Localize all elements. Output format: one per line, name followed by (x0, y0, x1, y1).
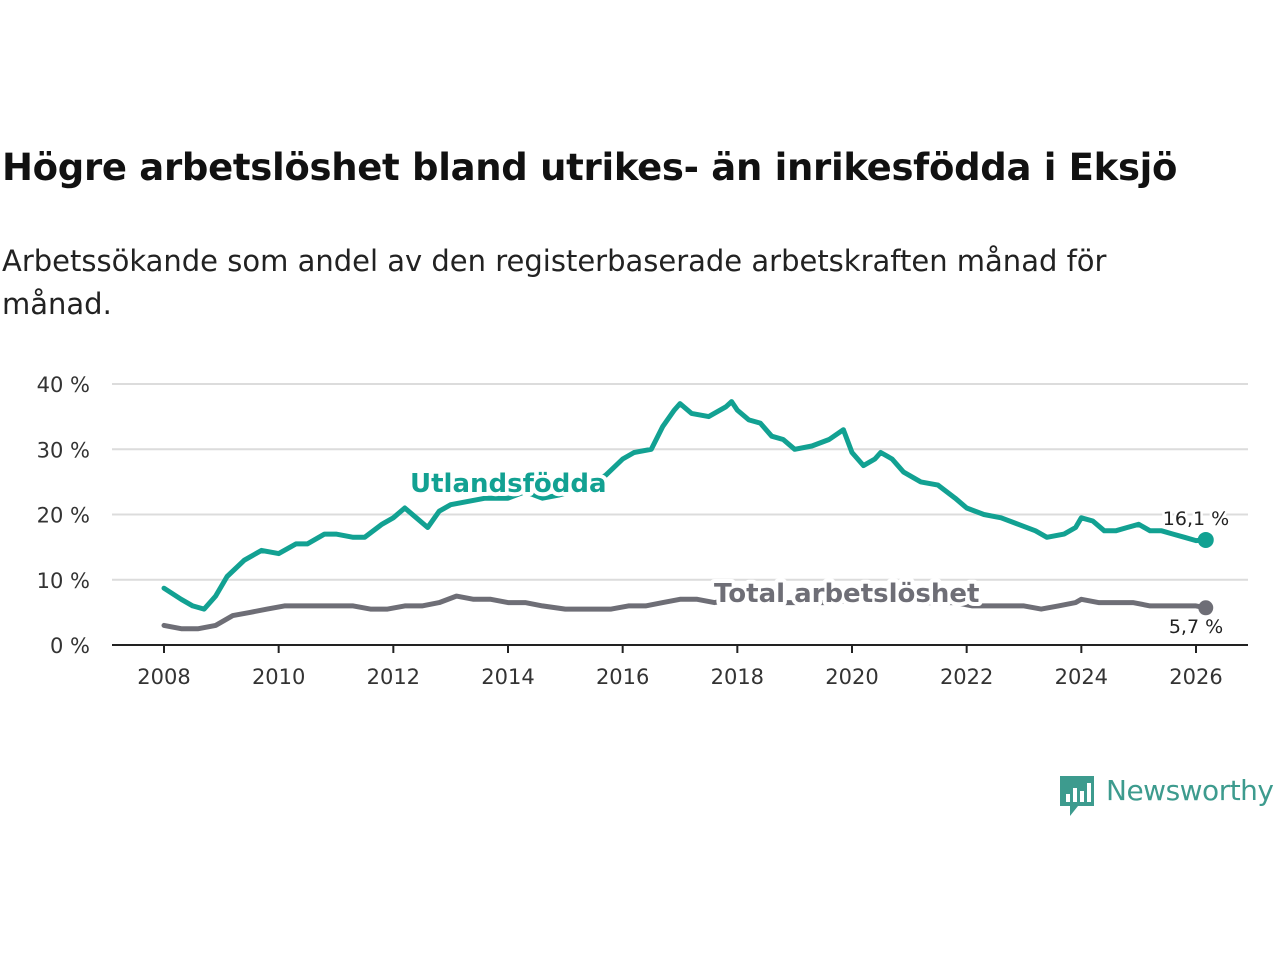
y-tick-label: 20 % (37, 504, 90, 528)
series-label-total: Total arbetslöshet (714, 579, 979, 609)
x-tick-label: 2010 (252, 665, 305, 689)
series-line-total (161, 593, 1209, 632)
series-end-dot (1198, 600, 1214, 616)
x-tick-label: 2018 (711, 665, 764, 689)
x-tick-label: 2020 (825, 665, 878, 689)
x-axis: 2008 2010 2012 2014 2016 2018 2020 2022 2024 2026 (112, 644, 1248, 689)
chart-subtitle: Arbetssökande som andel av den registerb… (2, 244, 1107, 321)
series-label-utlandsfodda: Utlandsfödda (410, 469, 607, 499)
x-tick-label: 2024 (1055, 665, 1108, 689)
gridlines (112, 383, 1248, 581)
x-tick-label: 2022 (940, 665, 993, 689)
y-tick-label: 30 % (37, 438, 90, 462)
x-tick-label: 2008 (137, 665, 190, 689)
y-axis-tick-labels: 0 % 10 % 20 % 30 % 40 % (37, 373, 90, 658)
series-end-dot (1197, 531, 1214, 548)
end-value-label: 5,7 % (1169, 616, 1223, 638)
series-labels: Utlandsfödda Total arbetslöshet 16,1 % 5,7 … (406, 465, 1232, 641)
x-tick-label: 2012 (367, 665, 420, 689)
series-lines (161, 399, 1214, 632)
newsworthy-logo-text: Newsworthy (1106, 774, 1274, 807)
chart-title: Högre arbetslöshet bland utrikes- än inr… (2, 146, 1178, 189)
y-tick-label: 10 % (37, 569, 90, 593)
x-tick-label: 2014 (481, 665, 534, 689)
x-tick-label: 2026 (1169, 665, 1222, 689)
y-tick-label: 0 % (50, 634, 90, 658)
y-tick-label: 40 % (37, 373, 90, 397)
x-tick-label: 2016 (596, 665, 649, 689)
newsworthy-logo: Newsworthy (1058, 772, 1278, 818)
newsworthy-logo-icon (1060, 776, 1094, 816)
line-chart: 0 % 10 % 20 % 30 % 40 % 2008 2010 2012 2014 2016… (37, 373, 1248, 689)
end-value-label: 16,1 % (1163, 508, 1229, 530)
series-line-utlandsfodda (161, 399, 1209, 612)
